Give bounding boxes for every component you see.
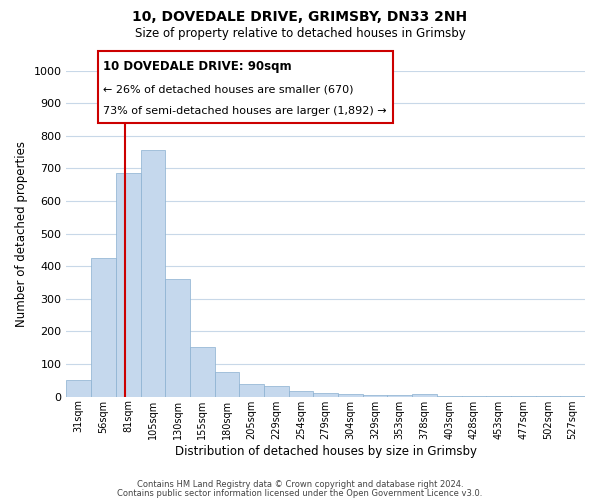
Bar [190,347,215,397]
Bar [215,372,239,396]
Bar [165,278,190,396]
Text: 10 DOVEDALE DRIVE: 90sqm: 10 DOVEDALE DRIVE: 90sqm [103,60,292,74]
Bar [363,395,388,396]
Bar [388,395,412,396]
Bar [239,384,264,396]
Bar [91,258,116,396]
FancyBboxPatch shape [98,51,393,123]
Bar [140,150,165,396]
Bar [67,380,91,396]
Text: Contains HM Land Registry data © Crown copyright and database right 2024.: Contains HM Land Registry data © Crown c… [137,480,463,489]
Bar [116,174,140,396]
Text: Size of property relative to detached houses in Grimsby: Size of property relative to detached ho… [134,28,466,40]
Y-axis label: Number of detached properties: Number of detached properties [15,140,28,326]
Bar [338,394,363,396]
Bar [289,391,313,396]
Bar [264,386,289,396]
Text: Contains public sector information licensed under the Open Government Licence v3: Contains public sector information licen… [118,489,482,498]
X-axis label: Distribution of detached houses by size in Grimsby: Distribution of detached houses by size … [175,444,477,458]
Bar [412,394,437,396]
Text: 10, DOVEDALE DRIVE, GRIMSBY, DN33 2NH: 10, DOVEDALE DRIVE, GRIMSBY, DN33 2NH [133,10,467,24]
Bar [313,393,338,396]
Text: 73% of semi-detached houses are larger (1,892) →: 73% of semi-detached houses are larger (… [103,106,386,117]
Text: ← 26% of detached houses are smaller (670): ← 26% of detached houses are smaller (67… [103,85,353,95]
